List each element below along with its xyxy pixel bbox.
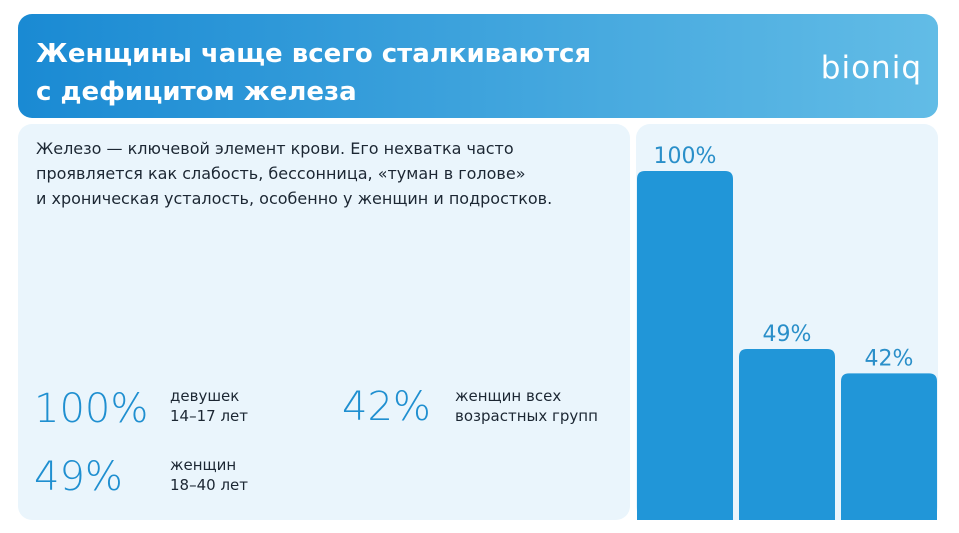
bar — [637, 171, 733, 520]
stat-value: 100% — [34, 386, 148, 432]
stat-value: 49% — [34, 454, 123, 500]
brand-logo: bioniq — [821, 50, 922, 86]
description-line: проявляется как слабость, бессонница, «т… — [36, 164, 525, 183]
bar-value-label: 49% — [763, 322, 812, 347]
description-line: и хроническая усталость, особенно у женщ… — [36, 189, 552, 208]
title-line: с дефицитом железа — [36, 77, 357, 107]
bar-value-label: 42% — [865, 346, 914, 371]
bar — [739, 348, 835, 520]
stat-text: женщин — [170, 456, 236, 474]
header-banner — [18, 14, 938, 118]
stat-text: 14–17 лет — [170, 407, 248, 425]
title-line: Женщины чаще всего сталкиваются — [36, 39, 591, 69]
stat-value: 42% — [342, 384, 431, 430]
stat-text: женщин всех — [455, 387, 561, 405]
bar-value-label: 100% — [654, 144, 717, 169]
stat-text: возрастных групп — [455, 407, 598, 425]
stat-text: 18–40 лет — [170, 476, 248, 494]
description-line: Железо — ключевой элемент крови. Его нех… — [36, 139, 514, 158]
bar — [841, 373, 937, 520]
info-panel — [18, 124, 630, 520]
stat-text: девушек — [170, 387, 239, 405]
